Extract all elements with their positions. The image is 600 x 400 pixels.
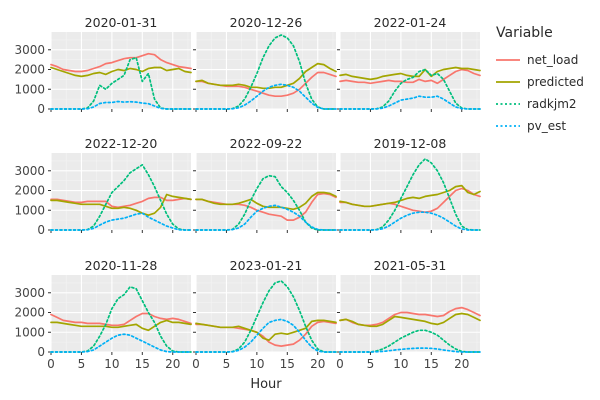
- panel-2020-12-26: 2020-12-26: [193, 14, 337, 112]
- facet-strip: [196, 135, 336, 153]
- panel-background: [196, 275, 336, 352]
- series-line-predicted: [50, 193, 192, 217]
- series-line-net-load: [50, 196, 192, 209]
- legend-item-radkjm2: radkjm2: [496, 97, 577, 111]
- x-tick-label: 20: [454, 357, 469, 371]
- series-line-pv-est: [339, 211, 481, 231]
- series-line-predicted: [339, 312, 481, 328]
- panel-2020-01-31: 2020-01-31 0 1000 2000 3000: [14, 14, 192, 116]
- x-tick-label: 10: [393, 357, 408, 371]
- x-tick-label: 15: [424, 357, 439, 371]
- y-tick-label: 0: [37, 345, 45, 359]
- x-tick-label: 5: [78, 357, 86, 371]
- y-tick-label: 1000: [14, 82, 45, 96]
- series-line-predicted: [50, 319, 192, 332]
- series-line-predicted: [195, 319, 337, 342]
- x-tick-label: 0: [47, 357, 55, 371]
- facet-strip: [196, 14, 336, 32]
- series-line-net-load: [195, 192, 337, 221]
- x-tick-label: 10: [104, 357, 119, 371]
- series-line-net-load: [50, 312, 192, 327]
- legend-label: radkjm2: [527, 97, 577, 111]
- facet-strip: [340, 14, 480, 32]
- y-tick-label: 2000: [14, 184, 45, 198]
- panel-2020-11-28: 2020-11-28 0 1000 2000 3000 0 5 10 15 20: [14, 257, 192, 371]
- series-line-predicted: [339, 184, 481, 208]
- series-line-predicted: [50, 66, 192, 78]
- y-tick-label: 3000: [14, 286, 45, 300]
- facet-strip: [51, 257, 191, 275]
- y-tick-label: 1000: [14, 325, 45, 339]
- facet-strip: [340, 135, 480, 153]
- legend-label: net_load: [527, 53, 578, 67]
- panel-2019-12-08: 2019-12-08: [337, 135, 481, 233]
- x-tick-label: 20: [165, 357, 180, 371]
- y-tick-label: 0: [37, 102, 45, 116]
- facet-title: 2020-12-26: [230, 15, 303, 30]
- x-tick-label: 0: [336, 357, 344, 371]
- series-line-pv-est: [195, 318, 337, 353]
- panel-background: [196, 32, 336, 109]
- series-line-pv-est: [50, 100, 192, 110]
- panel-background: [340, 153, 480, 230]
- facet-title: 2021-05-31: [374, 258, 447, 273]
- panel-2023-01-21: 2023-01-21 0 5 10 15 20: [192, 257, 337, 371]
- series-line-net-load: [50, 52, 192, 73]
- x-tick-label: 0: [192, 357, 200, 371]
- facet-strip: [51, 135, 191, 153]
- legend-label: pv_est: [527, 119, 566, 133]
- facet-title: 2022-12-20: [85, 136, 158, 151]
- series-line-pv-est: [339, 347, 481, 353]
- x-tick-label: 15: [280, 357, 295, 371]
- panel-2022-09-22: 2022-09-22: [193, 135, 337, 233]
- facet-title: 2023-01-21: [230, 258, 303, 273]
- facet-title: 2022-09-22: [230, 136, 303, 151]
- panel-2021-05-31: 2021-05-31 0 5 10 15 20: [336, 257, 481, 371]
- legend-item-pv-est: pv_est: [496, 119, 566, 133]
- x-tick-label: 15: [135, 357, 150, 371]
- y-tick-label: 1000: [14, 203, 45, 217]
- legend-item-net-load: net_load: [496, 53, 578, 67]
- y-tick-label: 2000: [14, 306, 45, 320]
- x-tick-label: 5: [367, 357, 375, 371]
- panel-background: [51, 275, 191, 352]
- facet-strip: [340, 257, 480, 275]
- facet-strip: [196, 257, 336, 275]
- y-tick-label: 3000: [14, 164, 45, 178]
- facet-title: 2020-11-28: [85, 258, 158, 273]
- legend-label: predicted: [527, 75, 584, 89]
- series-line-pv-est: [195, 204, 337, 231]
- x-axis-title: Hour: [250, 377, 282, 392]
- panel-background: [196, 153, 336, 230]
- series-line-pv-est: [50, 212, 192, 231]
- facet-title: 2020-01-31: [85, 15, 158, 30]
- legend-title: Variable: [496, 25, 553, 41]
- x-tick-label: 20: [310, 357, 325, 371]
- series-line-predicted: [339, 66, 481, 81]
- legend-item-predicted: predicted: [496, 75, 584, 89]
- panel-2022-12-20: 2022-12-20 0 1000 2000 3000: [14, 135, 192, 237]
- y-tick-label: 2000: [14, 63, 45, 77]
- series-line-pv-est: [50, 333, 192, 353]
- facet-title: 2022-01-24: [374, 15, 447, 30]
- series-line-pv-est: [195, 83, 337, 110]
- y-tick-label: 0: [37, 223, 45, 237]
- x-tick-label: 10: [249, 357, 264, 371]
- y-tick-label: 3000: [14, 43, 45, 57]
- series-line-pv-est: [339, 95, 481, 110]
- x-tick-label: 5: [223, 357, 231, 371]
- panel-2022-01-24: 2022-01-24: [337, 14, 481, 112]
- legend: Variable net_load predicted radkjm2 pv_est: [496, 25, 584, 133]
- facet-strip: [51, 14, 191, 32]
- series-line-net-load: [339, 68, 481, 85]
- facet-title: 2019-12-08: [374, 136, 447, 151]
